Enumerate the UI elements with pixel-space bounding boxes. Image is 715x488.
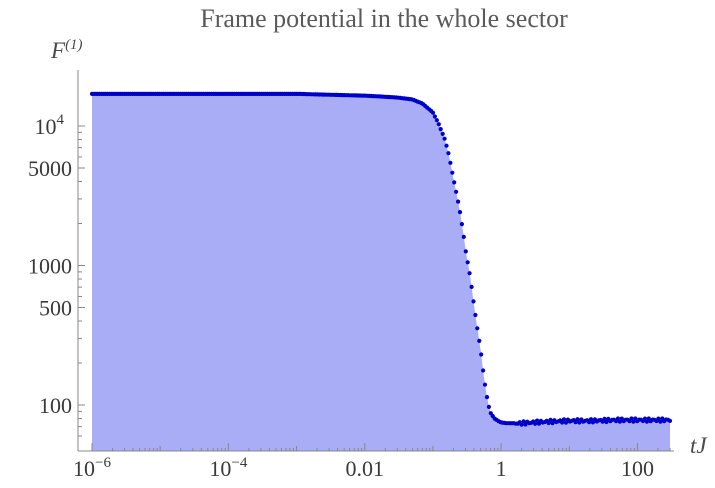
data-point [533, 421, 538, 426]
data-point [629, 416, 634, 421]
data-point [465, 260, 470, 265]
data-point [479, 352, 484, 357]
data-point [563, 420, 569, 425]
data-point [535, 418, 540, 423]
data-point [590, 420, 596, 425]
plot-area [89, 91, 673, 452]
data-point [450, 170, 455, 175]
data-point [463, 249, 468, 254]
y-axis-label-base: F [50, 38, 66, 63]
data-point [440, 131, 445, 136]
data-point [459, 222, 464, 227]
data-point [575, 417, 580, 422]
data-point [473, 312, 478, 318]
data-point [602, 416, 607, 421]
x-tick-label: 0.01 [345, 456, 384, 481]
data-point [546, 420, 551, 426]
data-point [519, 422, 524, 427]
data-point [438, 127, 443, 132]
data-point [631, 419, 636, 424]
data-point [456, 199, 461, 204]
axes: 10−6 10−4 0.01 1 100 100 500 1000 5000 104 [28, 70, 674, 481]
data-point [642, 416, 648, 421]
data-point [446, 151, 451, 156]
chart-title: Frame potential in the whole sector [200, 4, 568, 33]
data-point [560, 420, 565, 425]
data-point [467, 271, 472, 276]
data-point [561, 417, 567, 422]
data-point [452, 180, 457, 185]
x-tick-label: 10−6 [73, 455, 111, 481]
area-fill [92, 93, 670, 452]
data-point [430, 110, 436, 115]
y-tick-label: 500 [39, 295, 72, 320]
data-point [615, 416, 621, 421]
data-point [484, 395, 490, 400]
data-point [461, 234, 466, 239]
data-point [604, 419, 609, 425]
data-point [486, 404, 491, 409]
data-point [482, 382, 488, 387]
y-tick-label: 100 [39, 393, 72, 418]
data-point [656, 416, 661, 421]
x-tick-label: 100 [621, 456, 654, 481]
data-point [658, 419, 663, 424]
data-point [521, 419, 526, 424]
data-point [477, 338, 482, 343]
data-point [448, 160, 453, 165]
data-point [588, 417, 594, 422]
x-tick-label: 10−4 [209, 455, 247, 481]
data-point [548, 417, 553, 422]
y-tick-label: 5000 [28, 156, 72, 181]
y-axis-label-superscript: (1) [65, 37, 83, 53]
data-point [442, 136, 447, 141]
data-points [89, 91, 673, 427]
y-axis-label: F(1) [50, 37, 83, 63]
data-point [617, 419, 623, 424]
y-tick-label: 104 [35, 112, 65, 139]
data-point [644, 419, 650, 424]
data-point [432, 114, 437, 119]
data-point [469, 284, 474, 289]
y-tick-label: 1000 [28, 254, 72, 279]
data-point [577, 420, 582, 425]
y-ticks: 100 500 1000 5000 104 [28, 112, 85, 437]
data-point [454, 189, 459, 194]
data-point [667, 418, 673, 423]
data-point [436, 122, 441, 127]
data-point [444, 143, 449, 148]
data-point [481, 368, 486, 373]
x-tick-label: 1 [496, 456, 507, 481]
data-point [471, 299, 476, 304]
x-axis-label: tJ [690, 433, 708, 458]
x-ticks: 10−6 10−4 0.01 1 100 [73, 443, 671, 481]
data-point [457, 210, 463, 215]
data-point [475, 326, 480, 331]
data-point [434, 118, 439, 123]
